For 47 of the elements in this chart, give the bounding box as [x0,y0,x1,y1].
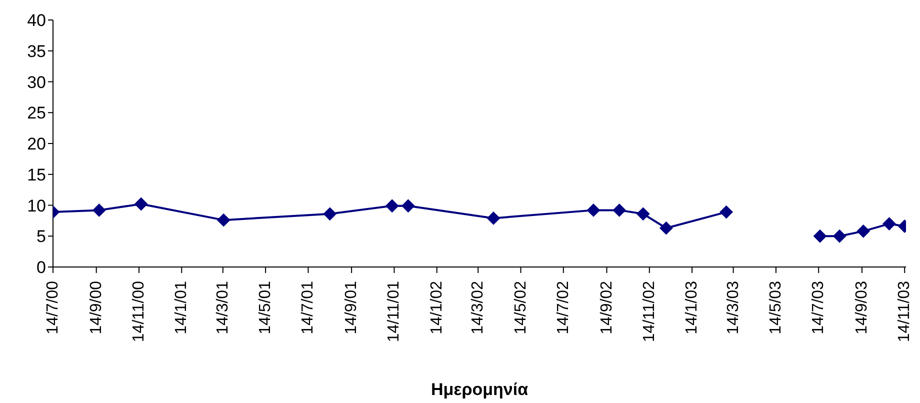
point [586,204,600,217]
point [720,206,733,219]
point [323,207,336,220]
y-tick-label: 30 [27,72,46,92]
x-tick-label: 14/1/01 [173,280,190,334]
x-tick-label: 14/11/01 [386,280,403,342]
y-tick-label: 0 [36,258,46,278]
x-tick-label: 14/9/00 [88,280,105,334]
x-tick-label: 14/11/03 [896,280,914,342]
x-tick-label: 14/5/03 [767,280,784,334]
y-tick-label: 25 [27,104,46,123]
x-tick-label: 14/3/03 [724,280,742,334]
y-tick-label: 10 [27,196,46,216]
y-tick-label: 5 [36,227,46,246]
point [856,224,870,238]
x-tick-label: 14/7/00 [44,280,62,334]
x-tick-label: 14/9/02 [598,280,616,334]
x-tick-label: 14/5/01 [257,280,274,334]
point [833,230,846,243]
y-tick-label: 20 [27,134,46,154]
point [92,204,106,217]
point [134,198,148,211]
point [402,199,415,212]
point [612,204,626,217]
y-tick-label: 40 [27,11,46,30]
x-tick-label: 14/7/03 [810,280,828,334]
x-tick-label: 14/11/00 [130,280,148,342]
x-tick-label: 14/7/01 [300,280,317,334]
x-tick-label: 14/1/02 [428,280,446,334]
x-tick-label: 14/3/01 [214,280,232,334]
point [636,207,650,220]
point [217,214,230,227]
point [386,199,399,212]
point [814,230,826,243]
x-tick-label: 14/5/02 [512,280,530,334]
y-tick-label: 15 [27,165,46,184]
x-axis-title: Ημερομηνία [430,380,529,399]
x-tick-label: 14/7/02 [554,280,572,334]
y-tick-label: 35 [27,42,46,61]
x-tick-label: 14/3/02 [470,280,487,334]
point [660,222,673,235]
point [882,217,896,230]
x-tick-label: 14/1/03 [684,280,701,334]
x-tick-label: 14/9/03 [853,280,870,334]
point [486,212,500,225]
x-tick-label: 14/11/02 [640,280,658,342]
x-tick-label: 14/9/01 [343,280,360,334]
